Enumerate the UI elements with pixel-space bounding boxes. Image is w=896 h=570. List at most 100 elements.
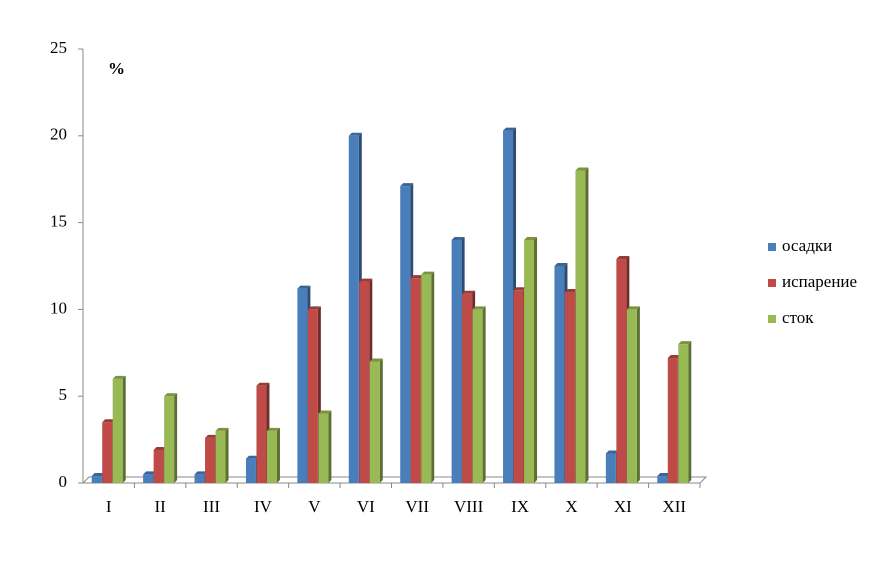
bar bbox=[575, 170, 586, 483]
bar-top bbox=[667, 355, 681, 359]
bar bbox=[503, 130, 514, 484]
x-tick-label: VIII bbox=[454, 497, 484, 516]
bar-side bbox=[431, 271, 435, 483]
bar-top bbox=[297, 285, 311, 289]
y-tick-label: 5 bbox=[59, 385, 68, 404]
legend-label: осадки bbox=[782, 236, 832, 255]
bar-top bbox=[462, 290, 476, 294]
bar bbox=[462, 293, 473, 483]
bar-top bbox=[215, 427, 229, 431]
y-tick-label: 25 bbox=[50, 38, 67, 57]
bar-top bbox=[112, 375, 126, 379]
bar-top bbox=[554, 263, 568, 266]
bar-top bbox=[164, 393, 178, 397]
bar bbox=[472, 309, 483, 483]
x-tick-label: VI bbox=[357, 497, 375, 516]
bar bbox=[266, 430, 277, 483]
bar bbox=[194, 474, 205, 483]
bar bbox=[256, 385, 267, 483]
bar-top bbox=[400, 183, 414, 187]
bar-side bbox=[688, 341, 692, 483]
y-tick-label: 20 bbox=[50, 125, 67, 144]
bar bbox=[524, 239, 535, 483]
bar bbox=[554, 266, 565, 483]
bar-top bbox=[266, 427, 280, 431]
bar-top bbox=[143, 471, 157, 475]
bar-top bbox=[205, 434, 219, 438]
bar-side bbox=[225, 427, 229, 483]
bar-top bbox=[451, 236, 465, 240]
bar bbox=[318, 413, 329, 483]
bar bbox=[400, 186, 411, 484]
bar bbox=[513, 290, 524, 483]
x-tick-label: XI bbox=[614, 497, 632, 516]
legend-swatch bbox=[768, 315, 776, 323]
x-tick-label: II bbox=[154, 497, 166, 516]
bar-top bbox=[153, 447, 167, 451]
bar bbox=[616, 259, 627, 483]
bar bbox=[91, 476, 102, 483]
bar bbox=[451, 239, 462, 483]
bar-top bbox=[605, 450, 619, 454]
bar-top bbox=[348, 132, 362, 136]
bar-top bbox=[513, 287, 527, 291]
bar-top bbox=[575, 167, 589, 171]
bar bbox=[307, 309, 318, 483]
bar-top bbox=[421, 271, 435, 275]
bar-top bbox=[616, 256, 630, 260]
bar bbox=[102, 422, 113, 483]
unit-label: % bbox=[108, 59, 125, 78]
bar bbox=[112, 378, 123, 483]
x-tick-label: III bbox=[203, 497, 220, 516]
bar bbox=[678, 344, 689, 483]
bar-top bbox=[318, 410, 332, 414]
y-tick-label: 10 bbox=[50, 298, 67, 317]
bar-top bbox=[678, 341, 692, 345]
bar-side bbox=[174, 393, 178, 483]
bar-side bbox=[328, 410, 332, 483]
bar bbox=[564, 292, 575, 483]
bar bbox=[143, 474, 154, 483]
bar bbox=[359, 281, 370, 483]
bar bbox=[297, 288, 308, 483]
bar bbox=[605, 453, 616, 483]
bar-side bbox=[276, 427, 280, 483]
x-tick-label: XII bbox=[662, 497, 686, 516]
bar-top bbox=[657, 473, 671, 477]
legend-label: испарение bbox=[782, 272, 857, 291]
legend-swatch bbox=[768, 243, 776, 251]
bar bbox=[205, 437, 216, 483]
bar-top bbox=[91, 473, 105, 477]
bar-side bbox=[636, 306, 640, 483]
bar bbox=[164, 396, 175, 483]
bar bbox=[421, 274, 432, 483]
bar-top bbox=[472, 306, 486, 310]
bar-side bbox=[585, 167, 589, 483]
bar-side bbox=[122, 375, 126, 483]
bar-side bbox=[379, 358, 383, 483]
bar-side bbox=[534, 236, 538, 483]
bar-top bbox=[194, 471, 208, 475]
bar bbox=[667, 358, 678, 483]
bar-side bbox=[482, 306, 486, 483]
bar-top bbox=[564, 289, 578, 293]
bar-top bbox=[410, 275, 424, 279]
bar-top bbox=[102, 419, 116, 423]
x-tick-label: IX bbox=[511, 497, 529, 516]
bar-top bbox=[307, 306, 321, 310]
bar bbox=[245, 458, 256, 483]
bar-top bbox=[503, 127, 517, 131]
legend-swatch bbox=[768, 279, 776, 287]
bar-top bbox=[626, 306, 640, 310]
x-tick-label: IV bbox=[254, 497, 273, 516]
bar-top bbox=[359, 278, 373, 282]
x-tick-label: X bbox=[565, 497, 577, 516]
bar bbox=[626, 309, 637, 483]
bar bbox=[657, 476, 668, 483]
bar bbox=[348, 135, 359, 484]
bar bbox=[215, 430, 226, 483]
bar bbox=[369, 361, 380, 483]
legend-label: сток bbox=[782, 308, 814, 327]
bar bbox=[410, 278, 421, 483]
